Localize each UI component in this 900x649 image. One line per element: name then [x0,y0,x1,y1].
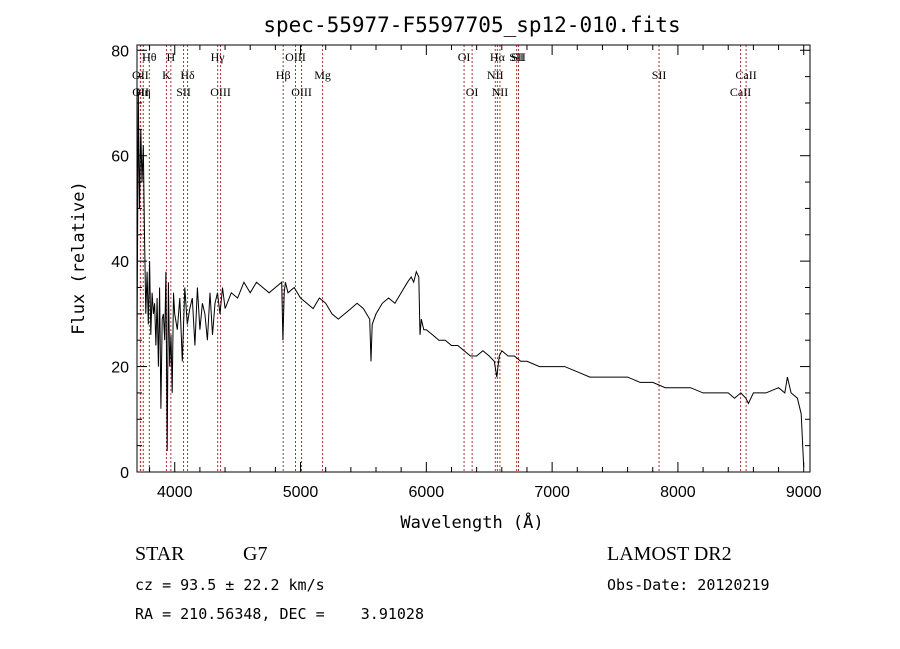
x-tick-label-3: 7000 [534,484,570,501]
y-tick-label-0: 0 [120,465,129,482]
emission-line-markers [139,45,747,472]
plot-frame [136,44,811,473]
line-label-13: Mg [314,68,331,82]
redshift-velocity: cz = 93.5 ± 22.2 km/s [135,576,325,594]
x-axis-ticks: 4000 5000 6000 7000 8000 9000 [149,45,822,501]
spectrum-line [136,92,805,467]
y-tick-label-2: 40 [111,254,129,271]
x-tick-label-1: 5000 [283,484,319,501]
line-label-5: H [167,50,176,64]
chart-title: spec-55977-F5597705_sp12-010.fits [263,13,680,37]
line-label-7: Hδ [180,68,195,82]
y-tick-label-4: 80 [111,43,129,60]
object-class: STAR [135,543,185,565]
line-label-9: OIII [210,85,231,99]
x-axis-label: Wavelength (Å) [400,511,543,533]
survey-name: LAMOST DR2 [607,543,732,565]
line-label-3: Hθ [142,50,157,64]
line-label-6: SII [176,85,191,99]
x-tick-label-5: 9000 [786,484,822,501]
coordinates: RA = 210.56348, DEC = 3.91028 [135,605,424,623]
line-label-14: OI [458,50,471,64]
line-label-22: CaII [730,85,751,99]
line-label-23: CaII [735,68,756,82]
line-label-19: SII [509,50,524,64]
line-label-16: NII [487,68,504,82]
y-tick-label-3: 60 [111,149,129,166]
line-label-18: NII [492,85,509,99]
x-tick-label-0: 4000 [157,484,193,501]
line-label-17: Hα [490,50,506,64]
line-label-12: OIII [291,85,312,99]
line-label-2: Hη [136,85,151,99]
line-label-1: OII [132,85,149,99]
line-label-4: K [162,68,171,82]
line-label-11: OIII [285,50,306,64]
line-label-10: Hβ [276,68,291,82]
x-tick-label-2: 6000 [409,484,445,501]
x-tick-label-4: 8000 [660,484,696,501]
line-label-21: SII [652,68,667,82]
line-labels: OIIOIIHηHθKHSIIHδHγOIIIHβOIIIOIIIMgOIOIN… [132,50,757,99]
line-label-8: Hγ [211,50,226,64]
observation-date: Obs-Date: 20120219 [607,576,770,594]
line-label-20: SII [511,50,526,64]
y-axis-label: Flux (relative) [69,181,89,335]
line-label-0: OII [132,68,149,82]
y-axis-ticks: 0 20 40 60 80 [111,43,810,482]
line-label-15: OI [466,85,479,99]
y-tick-label-1: 20 [111,360,129,377]
object-subclass: G7 [243,543,267,565]
